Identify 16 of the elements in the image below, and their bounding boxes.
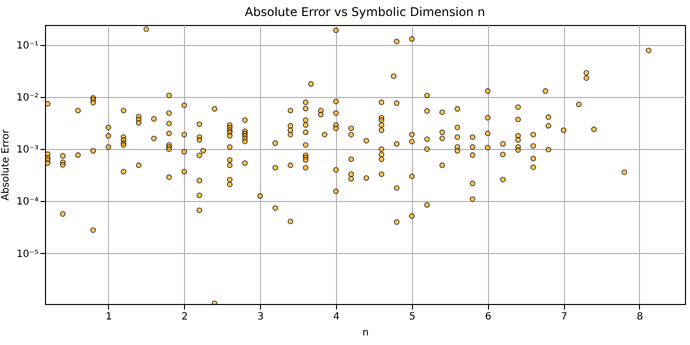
y-axis-title: Absolute Error: [0, 128, 12, 201]
x-axis-title: n: [362, 328, 369, 338]
y-tick-label: 10⁻⁵: [16, 248, 38, 260]
x-tick-label: 6: [485, 312, 492, 322]
y-tick-label: 10⁻³: [16, 144, 38, 156]
y-tick-label: 10⁻⁴: [16, 196, 38, 208]
x-tick-label: 8: [636, 312, 644, 322]
x-tick-label: 1: [106, 312, 112, 322]
y-tick-label: 10⁻²: [16, 92, 38, 104]
x-tick-label: 7: [560, 312, 568, 322]
x-tick-label: 3: [257, 312, 264, 322]
x-tick-label: 2: [182, 312, 188, 322]
chart-title: Absolute Error vs Symbolic Dimension n: [244, 5, 486, 19]
y-tick-label: 10⁻¹: [16, 40, 38, 52]
x-tick-label: 5: [409, 312, 416, 322]
x-tick-label: 4: [333, 312, 340, 322]
